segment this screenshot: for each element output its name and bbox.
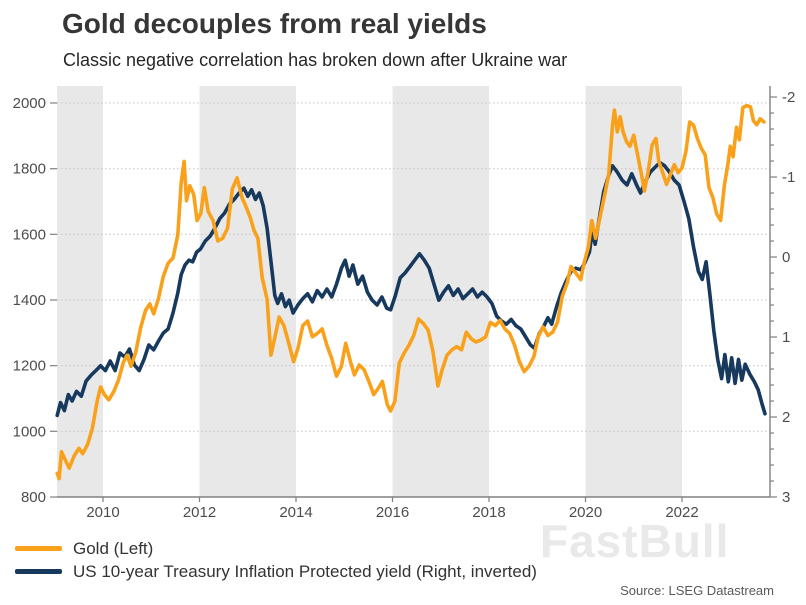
year-band [585,86,682,497]
x-axis-label: 2018 [472,504,505,521]
right-axis-label: 3 [782,489,790,506]
legend-item-tips: US 10-year Treasury Inflation Protected … [15,560,537,583]
year-band [57,86,103,497]
x-axis-label: 2012 [183,504,216,521]
gold-line-series [55,103,766,481]
left-axis-label: 1200 [13,358,46,375]
right-axis-label: -1 [782,169,795,186]
right-axis-label: 1 [782,329,790,346]
gold-line-swatch [15,546,62,551]
x-axis-label: 2010 [86,504,119,521]
x-axis-label: 2020 [569,504,602,521]
left-axis-label: 800 [21,489,46,506]
left-axis-label: 1600 [13,226,46,243]
x-axis-label: 2022 [665,504,698,521]
left-axis-label: 2000 [13,95,46,112]
chart-subtitle: Classic negative correlation has broken … [63,50,568,70]
x-axis-label: 2016 [376,504,409,521]
right-axis-label: 2 [782,409,790,426]
right-axis-label: -2 [782,89,795,106]
legend-label-gold: Gold (Left) [73,538,154,558]
legend-item-gold: Gold (Left) [15,537,537,560]
watermark: FastBull [540,515,730,567]
page-title: Gold decouples from real yields [62,8,487,39]
x-axis-label: 2014 [279,504,312,521]
legend: Gold (Left) US 10-year Treasury Inflatio… [15,537,537,583]
legend-label-tips: US 10-year Treasury Inflation Protected … [73,561,537,581]
tips-line-swatch [15,569,62,574]
left-axis-label: 1800 [13,161,46,178]
right-axis-label: 0 [782,249,790,266]
source-note: Source: LSEG Datastream [620,583,774,598]
left-axis-label: 1400 [13,292,46,309]
left-axis-label: 1000 [13,423,46,440]
tips-line-series [55,160,767,418]
year-band [199,86,296,497]
